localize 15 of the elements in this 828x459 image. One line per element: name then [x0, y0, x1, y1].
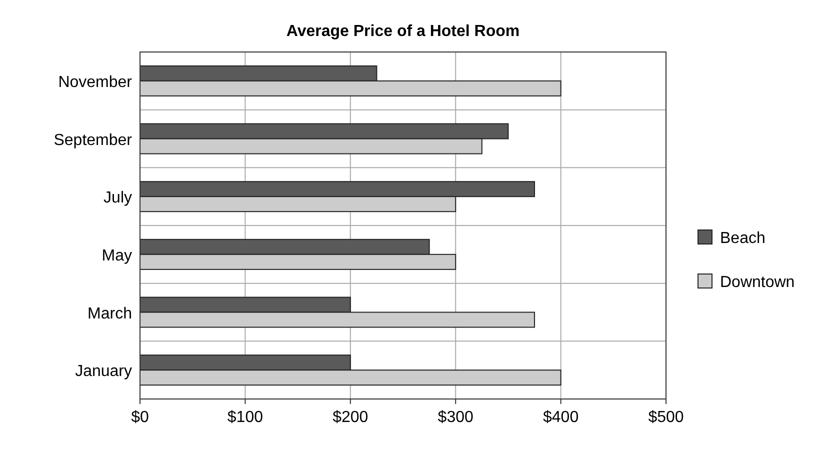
y-tick-label: July [104, 190, 132, 207]
chart-title: Average Price of a Hotel Room [286, 23, 520, 40]
x-tick-label: $300 [438, 409, 474, 426]
x-tick-label: $400 [543, 409, 579, 426]
y-tick-label: September [54, 132, 133, 149]
legend-label: Downtown [720, 274, 795, 291]
x-tick-label: $0 [131, 409, 149, 426]
x-tick-label: $200 [332, 409, 368, 426]
y-tick-label: March [88, 305, 132, 322]
y-tick-label: May [102, 247, 132, 264]
y-tick-label: January [75, 363, 132, 380]
x-tick-label: $100 [227, 409, 264, 426]
y-tick-label: November [58, 74, 133, 91]
legend-label: Beach [720, 230, 766, 247]
x-tick-label: $500 [648, 409, 684, 426]
